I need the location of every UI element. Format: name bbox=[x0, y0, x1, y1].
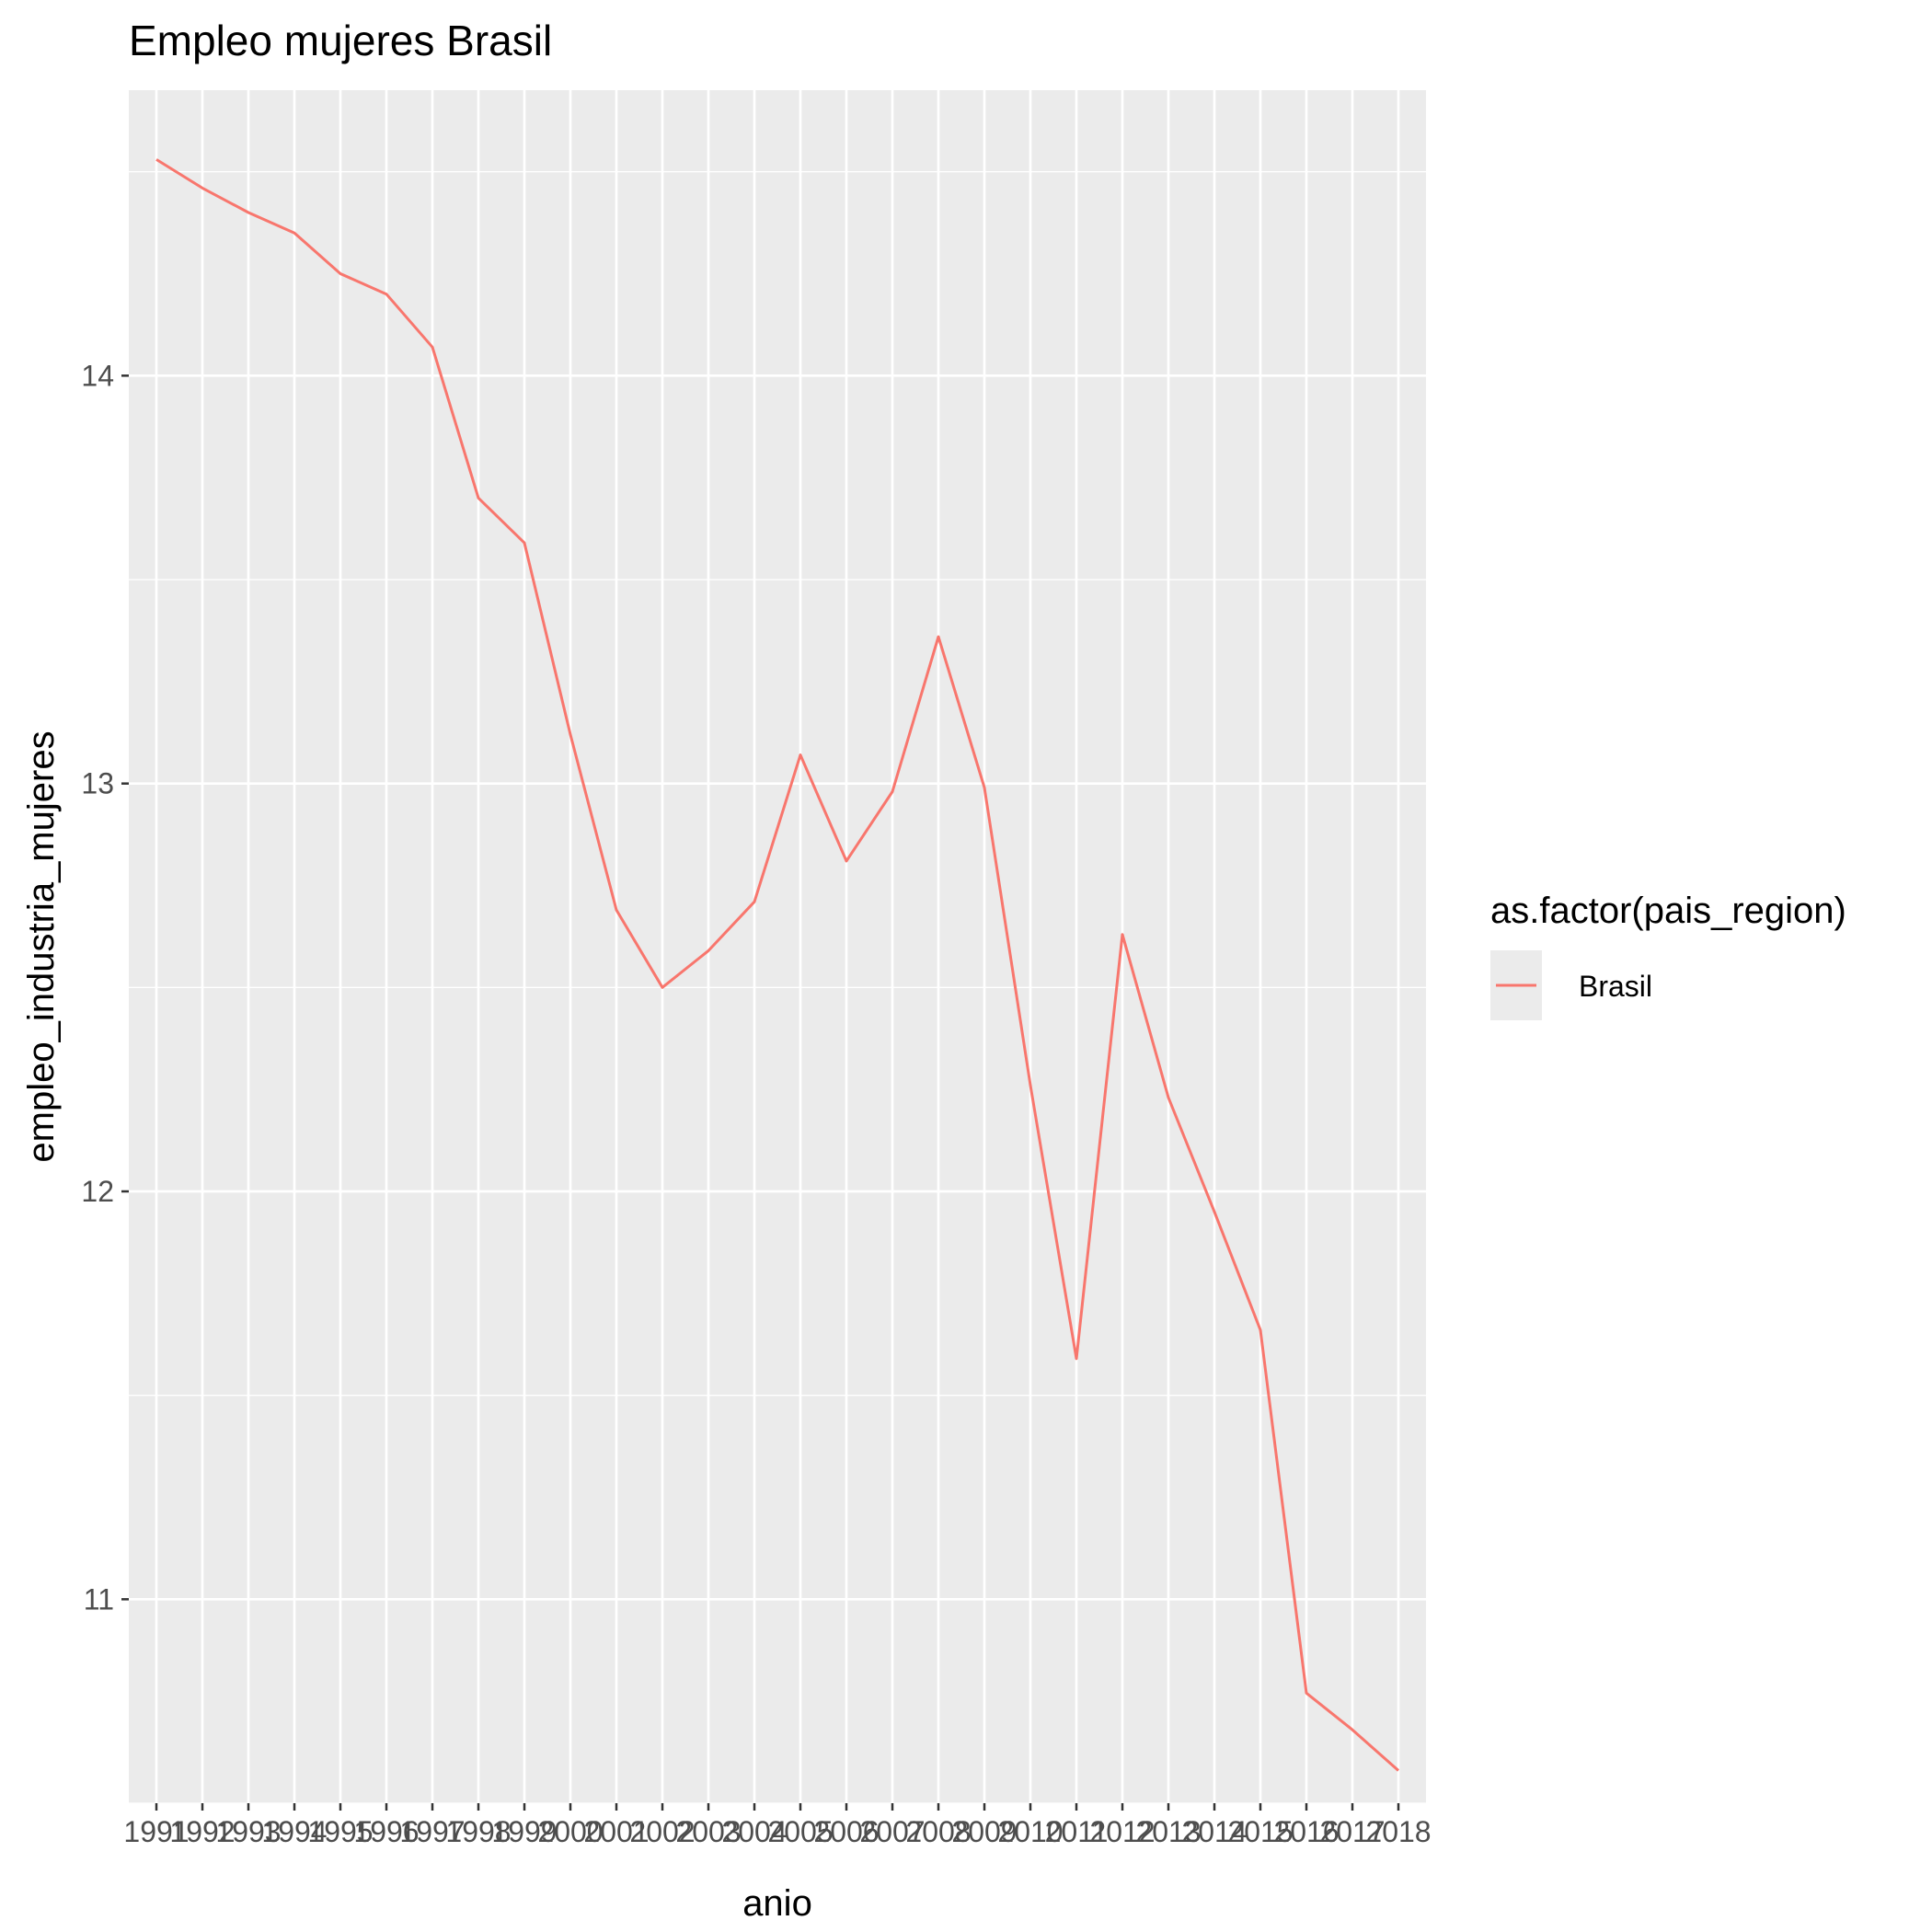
y-tick-label: 14 bbox=[81, 359, 114, 392]
x-tick-label: 1997 bbox=[399, 1815, 465, 1848]
minor-gridlines bbox=[129, 171, 1426, 1804]
legend-label-brasil: Brasil bbox=[1579, 970, 1652, 1003]
x-tick-label: 2013 bbox=[1135, 1815, 1201, 1848]
x-tick-label: 2003 bbox=[675, 1815, 741, 1848]
x-tick-label: 1993 bbox=[215, 1815, 281, 1848]
y-axis: 11 12 13 14 bbox=[81, 359, 129, 1616]
x-tick-label: 2017 bbox=[1319, 1815, 1385, 1848]
x-tick-label: 2012 bbox=[1089, 1815, 1155, 1848]
x-tick-label: 2008 bbox=[905, 1815, 971, 1848]
x-tick-label: 2006 bbox=[813, 1815, 879, 1848]
chart-title: Empleo mujeres Brasil bbox=[129, 17, 552, 64]
legend: as.factor(pais_region) Brasil bbox=[1490, 891, 1846, 1020]
x-tick-label: 2000 bbox=[537, 1815, 603, 1848]
y-tick-label: 13 bbox=[81, 767, 114, 800]
x-tick-label: 2005 bbox=[767, 1815, 833, 1848]
y-tick-label: 11 bbox=[84, 1582, 114, 1616]
x-tick-label: 1998 bbox=[445, 1815, 511, 1848]
x-tick-label: 1992 bbox=[169, 1815, 235, 1848]
x-tick-label: 2004 bbox=[721, 1815, 787, 1848]
x-axis-title: anio bbox=[742, 1883, 812, 1924]
x-tick-label: 1999 bbox=[491, 1815, 557, 1848]
major-gridlines bbox=[129, 90, 1426, 1803]
x-tick-label: 2010 bbox=[997, 1815, 1063, 1848]
x-tick-label: 2007 bbox=[859, 1815, 925, 1848]
x-tick-label: 2016 bbox=[1273, 1815, 1339, 1848]
x-tick-label: 2014 bbox=[1181, 1815, 1247, 1848]
y-axis-title: empleo_industria_mujeres bbox=[21, 730, 62, 1162]
x-tick-label: 1995 bbox=[307, 1815, 373, 1848]
x-tick-label: 2015 bbox=[1227, 1815, 1293, 1848]
x-tick-label: 2018 bbox=[1365, 1815, 1431, 1848]
series-layer bbox=[155, 158, 1399, 1772]
x-tick-label: 1994 bbox=[261, 1815, 327, 1848]
series-line-brasil bbox=[155, 158, 1399, 1772]
x-tick-label: 2001 bbox=[583, 1815, 649, 1848]
legend-title: as.factor(pais_region) bbox=[1490, 891, 1846, 931]
plot-panel bbox=[129, 90, 1426, 1803]
y-tick-label: 12 bbox=[81, 1175, 114, 1208]
x-tick-label: 1996 bbox=[353, 1815, 419, 1848]
x-tick-label: 2011 bbox=[1045, 1815, 1109, 1848]
x-tick-label: 2009 bbox=[951, 1815, 1017, 1848]
x-tick-label: 1991 bbox=[123, 1815, 189, 1848]
x-tick-label: 2002 bbox=[629, 1815, 695, 1848]
x-axis: 1991199219931994199519961997199819992000… bbox=[123, 1803, 1432, 1848]
